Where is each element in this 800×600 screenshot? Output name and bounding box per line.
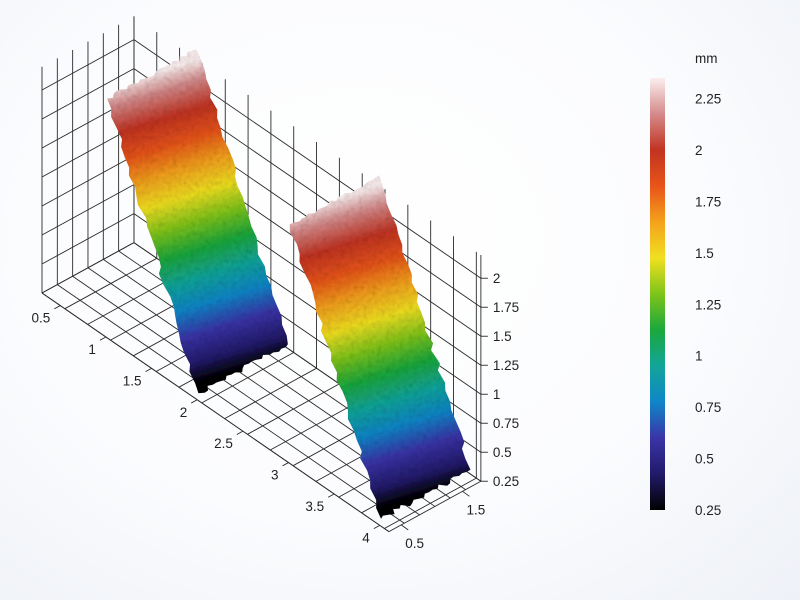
- x-axis-tick-mark: [145, 367, 152, 373]
- x-axis-tick-mark: [54, 305, 61, 310]
- x-axis-tick-mark: [236, 430, 244, 435]
- x-axis-line: [41, 292, 390, 533]
- z-axis-tick-label: 1.25: [493, 358, 519, 373]
- x-axis-tick-mark: [373, 524, 381, 530]
- colorbar-unit-label: mm: [695, 51, 718, 66]
- colorbar-tick-label: 1.75: [695, 194, 721, 209]
- surface-slope-1: [107, 49, 288, 394]
- z-axis-tick-label: 2: [493, 271, 501, 286]
- y-axis-tick-label: 0.5: [405, 536, 424, 551]
- grid-line: [41, 213, 135, 265]
- colorbar: mm 2.25 2 1.75 1.5 1.25 1 0.75 0.5 0.25: [650, 51, 721, 518]
- z-axis-tick-label: 0.75: [493, 416, 519, 431]
- x-axis-tick-label: 1.5: [123, 373, 142, 388]
- grid-line: [41, 126, 135, 178]
- x-axis-tick-label: 0.5: [31, 311, 50, 326]
- x-axis-tick-label: 4: [362, 530, 370, 545]
- x-axis-tick-mark: [327, 493, 335, 498]
- colorbar-tick-label: 2.25: [695, 92, 721, 107]
- colorbar-tick-label: 1.25: [695, 297, 721, 312]
- z-axis-tick-label: 1: [493, 387, 501, 402]
- z-axis-tick-label: 0.25: [493, 474, 519, 489]
- grid-line: [57, 284, 405, 524]
- grid-line: [41, 68, 135, 120]
- colorbar-ticks: 2.25 2 1.75 1.5 1.25 1 0.75 0.5 0.25: [695, 92, 721, 518]
- y-axis-line: [388, 480, 482, 533]
- x-axis-tick-label: 3: [271, 468, 279, 483]
- colorbar-tick-label: 0.75: [695, 400, 721, 415]
- surface: [107, 49, 471, 519]
- y-axis-tick-mark: [400, 524, 409, 531]
- grid-line: [41, 242, 135, 294]
- z-axis-tick-label: 1.75: [493, 300, 519, 315]
- colorbar-tick-label: 0.5: [695, 452, 714, 467]
- x-axis-tick-mark: [99, 336, 107, 341]
- x-axis-tick-mark: [190, 399, 198, 404]
- colorbar-tick-label: 0.25: [695, 503, 721, 518]
- grid-line: [41, 155, 135, 207]
- x-axis-tick-label: 1: [88, 342, 96, 357]
- x-axis-tick-label: 2.5: [214, 436, 233, 451]
- x-axis-tick-mark: [282, 462, 289, 467]
- colorbar-tick-label: 1: [695, 349, 703, 364]
- axes: 0.5 1 1.5 2 2.5 3 3.5 4 0.5 1.5 0.25 0.5 0.75 1 1.25 1.…: [31, 255, 519, 551]
- x-axis-tick-label: 2: [180, 405, 188, 420]
- grid-line: [41, 39, 135, 91]
- colorbar-tick-label: 1.5: [695, 246, 714, 261]
- colorbar-gradient: [650, 78, 665, 510]
- surface-slope-2: [289, 175, 471, 519]
- grid-line: [72, 275, 420, 516]
- z-axis-tick-label: 0.5: [493, 445, 512, 460]
- z-axis-tick-label: 1.5: [493, 329, 512, 344]
- y-axis-tick-label: 1.5: [467, 502, 486, 517]
- grid-line: [41, 184, 135, 236]
- y-axis-tick-mark: [462, 490, 470, 497]
- colorbar-tick-label: 2: [695, 143, 703, 158]
- x-axis-tick-label: 3.5: [305, 499, 324, 514]
